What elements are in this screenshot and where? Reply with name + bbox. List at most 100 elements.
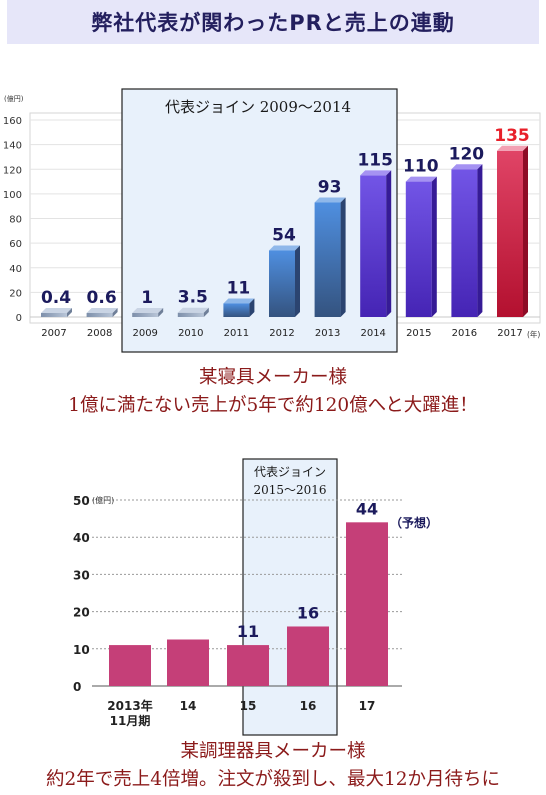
x-tick-label: 2007 [41, 328, 66, 339]
y-tick-label: 140 [3, 141, 22, 152]
bar-side [386, 170, 392, 317]
y-tick-label: 40 [9, 264, 22, 275]
bar-side [477, 164, 483, 317]
caption-cookware-summary: 約2年で売上4倍増。注文が殺到し、最大12か月待ちに [45, 769, 501, 790]
bar-top [497, 145, 528, 151]
caption-bedding-company: 某寝具メーカー様 [198, 367, 347, 388]
y-unit-label: (億円) [92, 495, 114, 505]
bar-top [223, 298, 255, 304]
y-tick-label: 20 [73, 606, 90, 620]
bar-face [497, 150, 523, 317]
data-label: 11 [237, 622, 259, 641]
highlight-label-line2: 2015〜2016 [253, 483, 326, 497]
data-label: 93 [318, 177, 342, 197]
bar-side [67, 308, 72, 317]
bar-3 [287, 626, 329, 686]
x-tick-label: 2013 [315, 328, 340, 339]
data-label: 16 [297, 603, 319, 622]
bar-side [340, 197, 346, 317]
x-tick-label: 15 [240, 699, 257, 713]
bar-face [360, 175, 387, 317]
bar-side [523, 145, 528, 317]
bar-side [203, 307, 209, 317]
bar-0 [109, 645, 151, 686]
data-label: 54 [272, 226, 296, 246]
bar-2007 [41, 308, 72, 317]
x-tick-label: 2012 [269, 328, 294, 339]
bar-2016 [451, 164, 483, 317]
highlight-label: 代表ジョイン 2009〜2014 [165, 98, 351, 116]
x-tick-label: 2011 [224, 328, 249, 339]
y-tick-label: 0 [73, 680, 81, 694]
bar-2013 [314, 197, 346, 317]
x-tick-label: 2009 [132, 328, 157, 339]
y-tick-label: 20 [9, 288, 22, 299]
data-label: 115 [357, 150, 393, 170]
y-tick-label: 160 [3, 116, 22, 127]
y-tick-label: 80 [9, 215, 22, 226]
x-tick-label: 2008 [87, 328, 112, 339]
x-tick-label: 2014 [360, 328, 385, 339]
y-tick-label: 10 [73, 643, 90, 657]
bar-2012 [269, 245, 300, 317]
y-tick-label: 120 [3, 165, 22, 176]
forecast-label: （予想） [390, 515, 438, 530]
bar-face [451, 169, 478, 317]
bar-face [223, 303, 250, 317]
caption-bedding-summary: 1億に満たない売上が5年で約120億へと大躍進！ [68, 395, 478, 416]
bar-top [269, 245, 300, 251]
y-tick-label: 30 [73, 568, 90, 582]
bar-2 [227, 645, 269, 686]
data-label: 44 [356, 499, 378, 518]
page-title: 弊社代表が関わったPRと売上の連動 [91, 11, 455, 35]
data-label: 120 [449, 144, 485, 164]
bar-top [177, 307, 209, 313]
bar-top [314, 197, 346, 203]
y-tick-label: 50 [73, 494, 90, 508]
x-tick-label: 11月期 [110, 713, 151, 728]
bar-2015 [405, 176, 437, 317]
highlight-box [242, 458, 338, 736]
caption-cookware-company: 某調理器具メーカー様 [180, 741, 366, 762]
bar-2008 [86, 308, 118, 317]
highlight-box [121, 88, 398, 353]
x-tick-label: 2017 [497, 328, 522, 339]
bar-1 [167, 639, 209, 686]
bar-top [132, 308, 164, 313]
bar-4 [346, 522, 388, 686]
bar-face [177, 312, 204, 317]
y-tick-label: 0 [16, 313, 22, 324]
bar-side [295, 245, 300, 317]
bar-2011 [223, 298, 255, 317]
bar-side [249, 298, 255, 317]
bar-side [112, 308, 118, 317]
x-tick-label: 17 [359, 699, 376, 713]
x-tick-label: 2010 [178, 328, 203, 339]
data-label: 3.5 [178, 288, 208, 308]
data-label: 1 [141, 288, 153, 308]
bar-2017 [497, 145, 528, 317]
bar-face [86, 313, 113, 317]
bar-face [405, 181, 432, 317]
x-tick-label: 2013年 [107, 698, 152, 713]
data-label: 135 [494, 126, 530, 146]
y-tick-label: 40 [73, 531, 90, 545]
x-tick-label: 14 [180, 699, 197, 713]
bar-side [431, 176, 437, 317]
x-tick-label: 2016 [452, 328, 477, 339]
x-unit-label: (年) [527, 329, 540, 339]
y-unit-label: (億円) [4, 94, 24, 103]
data-label: 110 [403, 157, 439, 177]
caption-bedding: 某寝具メーカー様 1億に満たない売上が5年で約120億へと大躍進！ [0, 364, 546, 420]
data-label: 0.6 [87, 288, 117, 308]
x-tick-label: 16 [300, 699, 317, 713]
bar-top [41, 308, 72, 313]
bar-top [86, 308, 118, 313]
bar-face [41, 313, 67, 317]
bar-top [451, 164, 483, 170]
bar-2014 [360, 170, 392, 317]
x-tick-label: 2015 [406, 328, 431, 339]
caption-cookware: 某調理器具メーカー様 約2年で売上4倍増。注文が殺到し、最大12か月待ちに [0, 738, 546, 794]
bar-top [405, 176, 437, 182]
